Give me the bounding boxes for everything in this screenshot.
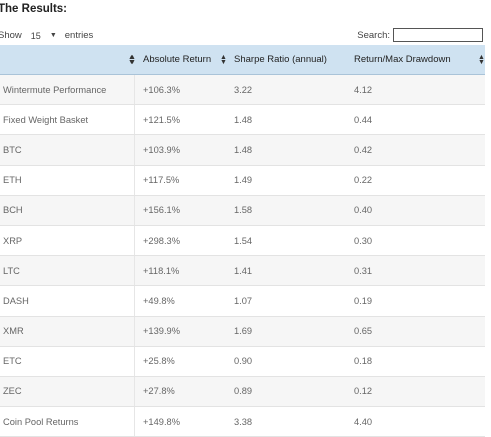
entries-select[interactable]: 15 ▼	[29, 29, 59, 42]
table-cell: 1.54	[234, 235, 253, 246]
table-cell: 4.12	[354, 84, 373, 95]
table-row: XMR +139.9% 1.69 0.65	[0, 316, 485, 347]
column-header-label: Absolute Return	[143, 54, 212, 65]
table-cell: 1.58	[234, 205, 253, 216]
table-cell: 0.89	[234, 386, 253, 397]
table-cell: 1.07	[234, 295, 253, 306]
table-cell: BCH	[0, 195, 135, 225]
table-cell: 3.38	[234, 416, 253, 427]
table-row: DASH +49.8% 1.07 0.19	[0, 286, 485, 317]
table-row: LTC +118.1% 1.41 0.31	[0, 256, 485, 287]
table-cell: +156.1%	[143, 205, 180, 216]
chevron-down-icon: ▼	[49, 32, 57, 39]
table-cell: +103.9%	[143, 144, 180, 155]
table-cell: 0.22	[354, 175, 373, 186]
column-header-absolute-return[interactable]: ▲ ▼ Absolute Return	[129, 45, 226, 74]
column-header-label: Sharpe Ratio (annual)	[234, 54, 327, 65]
table-cell: 1.41	[234, 265, 253, 276]
table-cell: 0.31	[354, 265, 373, 276]
table-row: BCH +156.1% 1.58 0.40	[0, 195, 485, 226]
entries-label: entries	[64, 30, 94, 41]
column-header-return-max-drawdown[interactable]: ▲ ▼ Return/Max Drawdown	[346, 45, 485, 74]
table-row: Wintermute Performance +106.3% 3.22 4.12	[0, 75, 485, 106]
table-cell: 0.19	[354, 295, 373, 306]
entries-select-value: 15	[30, 30, 41, 41]
sort-icon: ▲ ▼	[128, 53, 135, 66]
search-label: Search:	[357, 29, 390, 41]
table-cell: LTC	[0, 256, 135, 286]
table-cell: Coin Pool Returns	[0, 407, 135, 437]
table-cell: 0.12	[354, 386, 373, 397]
table-cell: +49.8%	[143, 295, 175, 306]
sort-icon: ▲ ▼	[129, 53, 136, 66]
table-cell: ETC	[0, 346, 135, 376]
search-input[interactable]	[393, 28, 483, 42]
table-row: Coin Pool Returns +149.8% 3.38 4.40	[0, 407, 485, 437]
table-cell: XMR	[0, 316, 135, 346]
length-control: Show 15 ▼ entries	[0, 29, 93, 42]
table-row: XRP +298.3% 1.54 0.30	[0, 225, 485, 257]
table-cell: +117.5%	[143, 175, 180, 186]
table-cell: 0.44	[354, 114, 373, 125]
table-row: ETC +25.8% 0.90 0.18	[0, 346, 485, 377]
table-cell: Wintermute Performance	[0, 75, 135, 105]
show-label: Show	[0, 30, 22, 41]
table-cell: +139.9%	[143, 326, 180, 337]
table-cell: +25.8%	[143, 356, 175, 367]
table-cell: 4.40	[354, 416, 373, 427]
results-heading: The Results:	[0, 3, 68, 15]
column-header-label: Return/Max Drawdown	[354, 54, 451, 65]
table-cell: 0.40	[354, 205, 373, 216]
table-cell: 1.48	[234, 114, 253, 125]
table-cell: +106.3%	[143, 84, 180, 95]
table-cell: Fixed Weight Basket	[0, 105, 135, 135]
table-cell: 0.18	[354, 356, 373, 367]
table-cell: XRP	[0, 225, 135, 256]
table-body: Wintermute Performance +106.3% 3.22 4.12 Fix…	[0, 75, 485, 437]
table-cell: 3.22	[234, 84, 253, 95]
table-row: ETH +117.5% 1.49 0.22	[0, 165, 485, 196]
table-cell: BTC	[0, 135, 135, 165]
table-cell: 0.90	[234, 356, 253, 367]
table-cell: 1.49	[234, 175, 253, 186]
table-cell: +118.1%	[143, 265, 180, 276]
table-cell: 1.69	[234, 326, 253, 337]
results-table: ▲ ▼ ▲ ▼ Absolute Return ▲ ▼ Sharpe Ratio (a…	[0, 45, 485, 437]
table-row: BTC +103.9% 1.48 0.42	[0, 135, 485, 166]
table-cell: 0.42	[354, 144, 373, 155]
table-cell: ZEC	[0, 376, 135, 407]
sort-icon: ▲ ▼	[478, 53, 485, 66]
table-row: Fixed Weight Basket +121.5% 1.48 0.44	[0, 105, 485, 136]
table-cell: DASH	[0, 286, 135, 316]
table-cell: +298.3%	[143, 235, 180, 246]
table-cell: ETH	[0, 165, 135, 195]
column-header-sharpe-ratio[interactable]: ▲ ▼ Sharpe Ratio (annual)	[220, 45, 346, 74]
table-cell: 1.48	[234, 144, 253, 155]
sort-icon: ▲ ▼	[220, 53, 227, 66]
table-cell: 0.65	[354, 326, 373, 337]
table-cell: +121.5%	[143, 114, 180, 125]
column-header-name[interactable]: ▲ ▼	[0, 45, 135, 74]
search-control: Search:	[357, 28, 483, 42]
table-row: ZEC +27.8% 0.89 0.12	[0, 376, 485, 408]
table-cell: +27.8%	[143, 386, 175, 397]
table-cell: 0.30	[354, 235, 373, 246]
table-header-row: ▲ ▼ ▲ ▼ Absolute Return ▲ ▼ Sharpe Ratio (a…	[0, 45, 485, 75]
table-cell: +149.8%	[143, 416, 180, 427]
